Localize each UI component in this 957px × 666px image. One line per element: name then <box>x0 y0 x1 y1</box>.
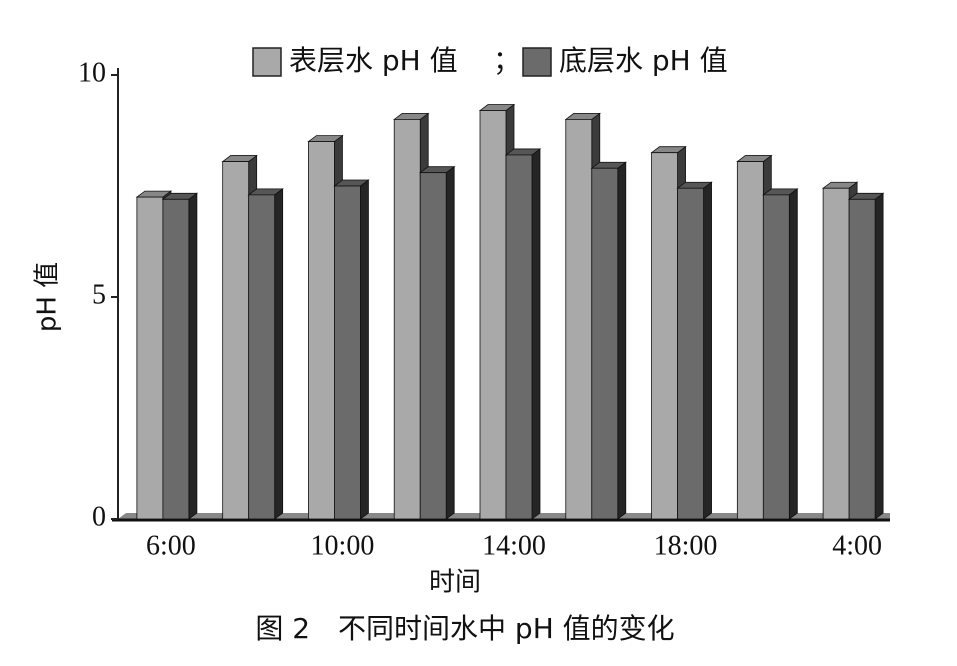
x-tick-label: 6:00 <box>146 530 196 561</box>
bar-side <box>274 188 284 520</box>
bar-side <box>874 192 884 520</box>
bar-side <box>788 188 798 520</box>
bar-side <box>188 192 198 520</box>
legend-separator: ； <box>493 44 521 77</box>
x-axis-label: 时间 <box>429 568 481 598</box>
bar <box>419 172 447 520</box>
bar <box>848 198 876 520</box>
bar <box>136 196 164 520</box>
bar <box>822 187 850 520</box>
bar <box>565 119 593 520</box>
x-tick-label: 18:00 <box>654 530 718 561</box>
bar <box>334 185 361 520</box>
bar <box>762 194 790 520</box>
y-tick-label: 0 <box>92 501 106 532</box>
y-tick-label: 10 <box>78 57 106 88</box>
y-tick-label: 5 <box>92 279 106 310</box>
legend-swatch <box>522 47 552 77</box>
x-tick-label: 10:00 <box>311 530 375 561</box>
bar-side <box>531 148 541 520</box>
bar <box>677 187 704 520</box>
bar-side <box>360 179 369 520</box>
y-axis-label: pH 值 <box>33 262 63 332</box>
bar <box>591 167 619 520</box>
bar <box>479 110 507 520</box>
bar-side <box>703 181 712 520</box>
bar <box>248 194 276 520</box>
bar <box>736 161 764 520</box>
bar <box>651 152 678 520</box>
x-tick-label: 4:00 <box>832 530 882 561</box>
x-tick-label: 14:00 <box>482 530 546 561</box>
bar <box>162 198 190 520</box>
legend-label: 表层水 pH 值 <box>289 44 458 77</box>
bar-side <box>445 165 455 520</box>
bar <box>308 141 335 520</box>
caption: 图 2 不同时间水中 pH 值的变化 <box>255 612 674 645</box>
bar-side <box>617 161 627 520</box>
bar <box>393 119 421 520</box>
legend-swatch <box>252 47 282 77</box>
legend-label: 底层水 pH 值 <box>559 44 728 77</box>
bar <box>505 154 533 520</box>
bar <box>222 161 250 520</box>
